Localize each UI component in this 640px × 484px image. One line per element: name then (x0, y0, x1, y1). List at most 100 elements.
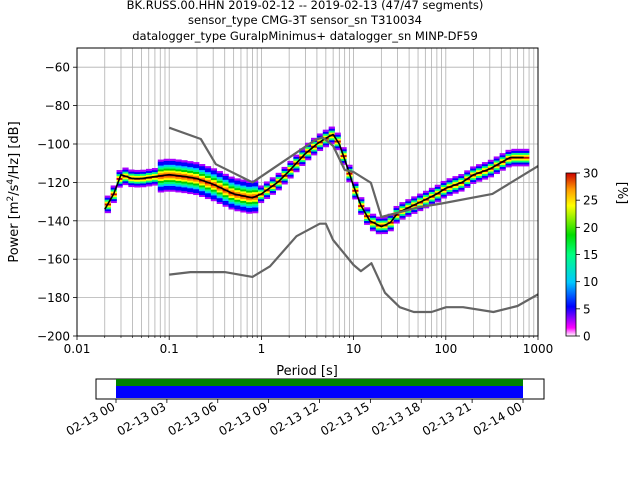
heatmap-cell (369, 215, 377, 218)
heatmap-cell (499, 156, 506, 160)
heatmap-cell (246, 192, 253, 195)
heatmap-cell (204, 177, 212, 180)
heatmap-cell (523, 160, 530, 163)
heatmap-cell (493, 160, 500, 163)
heatmap-cell (381, 218, 388, 221)
heatmap-cell (216, 190, 223, 193)
heatmap-cell (257, 189, 265, 192)
heatmap-cell (187, 163, 194, 166)
heatmap-cell (181, 167, 188, 171)
plot-area (77, 48, 538, 336)
heatmap-cell (252, 199, 259, 202)
heatmap-cell (175, 180, 182, 183)
heatmap-cell (240, 189, 247, 192)
heatmap-cell (305, 148, 312, 151)
heatmap-cell (157, 169, 164, 172)
heatmap-cell (169, 179, 176, 183)
heatmap-cell (157, 163, 164, 166)
heatmap-cell (163, 183, 170, 186)
heatmap-cell (505, 151, 512, 154)
heatmap-cell (204, 183, 212, 186)
heatmap-cell (157, 167, 164, 170)
timeline-tick-label: 02-13 00 (64, 399, 118, 438)
heatmap-cell (216, 188, 223, 191)
heatmap-cell (169, 189, 176, 192)
heatmap-cell (234, 191, 241, 195)
heatmap-cell (128, 173, 135, 176)
heatmap-cell (375, 216, 383, 219)
heatmap-cell (204, 192, 212, 196)
heatmap-cell (364, 216, 371, 220)
heatmap-cell (252, 197, 259, 200)
heatmap-cell (358, 199, 365, 202)
heatmap-cell (163, 185, 170, 188)
heatmap-cell (193, 165, 200, 169)
heatmap-cell (187, 184, 194, 187)
heatmap-cell (346, 166, 353, 169)
heatmap-cell (269, 177, 276, 180)
heatmap-cell (210, 168, 218, 171)
heatmap-cell (257, 195, 265, 198)
heatmap-cell (252, 207, 259, 210)
heatmap-cell (210, 193, 218, 196)
heatmap-cell (134, 179, 141, 182)
heatmap-cell (287, 170, 294, 173)
heatmap-cell (346, 164, 353, 167)
heatmap-cell (204, 173, 212, 177)
heatmap-cell (228, 193, 235, 197)
heatmap-cell (228, 178, 235, 181)
y-tick-label: −180 (37, 291, 70, 305)
heatmap-cell (199, 175, 206, 178)
heatmap-cell (240, 208, 247, 211)
heatmap-cell (193, 190, 200, 194)
heatmap-cell (487, 175, 495, 178)
heatmap-cell (505, 161, 512, 164)
heatmap-cell (169, 183, 176, 186)
heatmap-cell (275, 188, 282, 191)
heatmap-cell (193, 183, 200, 186)
heatmap-cell (181, 179, 188, 182)
heatmap-cell (275, 172, 282, 176)
heatmap-cell (387, 219, 394, 222)
heatmap-cell (316, 148, 324, 152)
heatmap-cell (181, 165, 188, 169)
heatmap-cell (517, 162, 524, 165)
heatmap-cell (199, 187, 206, 190)
heatmap-cell (210, 170, 218, 173)
heatmap-cell (434, 198, 441, 201)
x-tick-label: 0.01 (64, 342, 91, 356)
heatmap-cell (246, 211, 253, 214)
heatmap-cell (411, 202, 418, 205)
heatmap-cell (240, 191, 247, 194)
heatmap-cell (140, 181, 147, 184)
heatmap-cell (140, 179, 147, 182)
heatmap-cell (293, 164, 300, 167)
heatmap-cell (246, 194, 253, 197)
heatmap-cell (181, 160, 188, 163)
heatmap-cell (481, 165, 489, 169)
heatmap-cell (234, 195, 241, 198)
heatmap-cell (228, 180, 235, 183)
heatmap-cell (481, 163, 489, 167)
heatmap-cell (216, 201, 223, 204)
heatmap-cell (387, 215, 394, 218)
heatmap-cell (375, 230, 383, 233)
heatmap-cell (163, 172, 170, 175)
heatmap-cell (517, 148, 524, 152)
heatmap-cell (417, 208, 424, 212)
heatmap-cell (210, 187, 218, 190)
heatmap-cell (293, 156, 300, 159)
heatmap-cell (428, 201, 436, 204)
heatmap-cell (446, 182, 453, 185)
heatmap-cell (175, 182, 182, 185)
heatmap-cell (328, 128, 335, 131)
heatmap-cell (246, 188, 253, 191)
heatmap-cell (234, 187, 241, 191)
colorbar-tick-label: 5 (583, 302, 591, 316)
heatmap-cell (175, 159, 182, 162)
heatmap-cell (470, 175, 477, 179)
heatmap-cell (499, 162, 506, 165)
heatmap-cell (263, 181, 271, 184)
heatmap-cell (228, 190, 235, 193)
heatmap-cell (470, 179, 477, 183)
